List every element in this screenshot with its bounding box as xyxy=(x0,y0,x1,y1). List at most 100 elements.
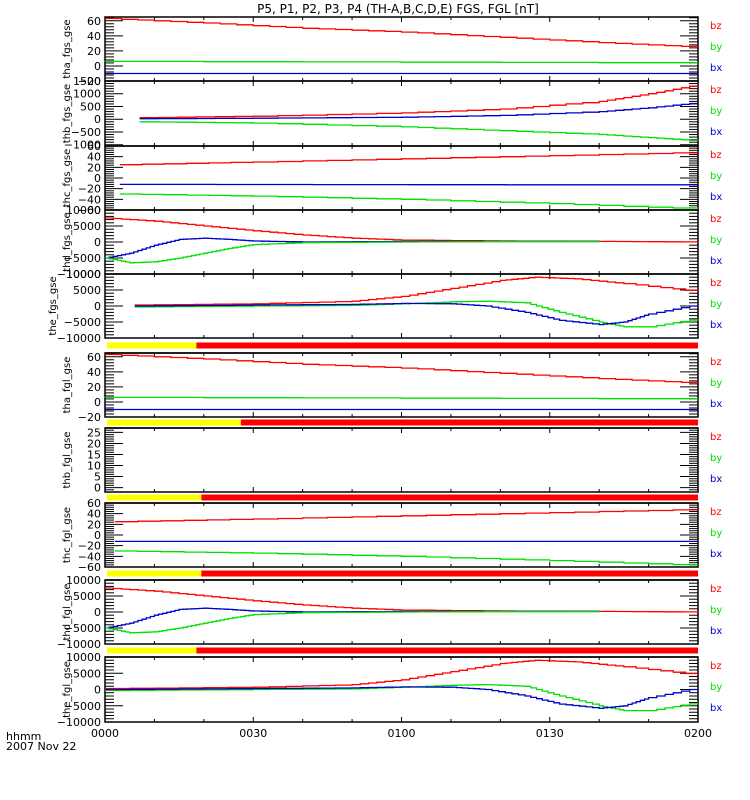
status-bar-thd_fgl_gse xyxy=(105,647,698,658)
legend-bx: bx xyxy=(710,474,722,485)
panel-tha_fgl_gse: 60 40 20 0 −20 tha_fgl_gse bz by bx xyxy=(62,351,722,424)
legend-bz: bz xyxy=(710,21,722,32)
y-axis-label: thb_fgl_gse xyxy=(62,432,73,489)
x-tick-label: 0130 xyxy=(536,727,564,740)
series-by-line xyxy=(105,396,698,400)
y-tick-label: 1000 xyxy=(73,88,101,101)
y-tick-label: 20 xyxy=(87,45,101,58)
panel-frame xyxy=(104,427,699,493)
legend-bx: bx xyxy=(710,703,722,714)
y-tick-label: 0 xyxy=(94,482,101,495)
x-tick-label: 0200 xyxy=(684,727,712,740)
series-by-line xyxy=(134,300,698,328)
y-axis-label: thc_fgs_gse xyxy=(62,149,73,208)
status-bar-yellow xyxy=(107,342,197,349)
legend-bz: bz xyxy=(710,661,722,672)
status-bar-yellow xyxy=(107,494,202,501)
legend-bx: bx xyxy=(710,399,722,410)
status-bar-red xyxy=(196,342,698,349)
panel-frame xyxy=(104,16,699,82)
series-bz-line xyxy=(105,17,698,48)
status-bar-yellow xyxy=(107,570,202,577)
panel-tha_fgs_gse: 60 40 20 0 −20 tha_fgs_gse bz by bx xyxy=(62,15,722,88)
series-bz-line xyxy=(134,276,698,306)
y-tick-label: 5000 xyxy=(73,667,101,680)
series-bz-line xyxy=(105,659,698,690)
legend-by: by xyxy=(710,528,722,539)
series-by-line xyxy=(114,550,698,566)
y-tick-label: −10000 xyxy=(57,268,101,281)
y-tick-label: 1500 xyxy=(73,75,101,88)
y-axis-label: the_fgs_gse xyxy=(48,276,59,335)
y-tick-label: 20 xyxy=(87,161,101,174)
y-tick-label: 40 xyxy=(87,366,101,379)
date-label: 2007 Nov 22 xyxy=(6,740,76,753)
y-tick-label: 60 xyxy=(87,497,101,510)
legend-by: by xyxy=(710,682,722,693)
series-bz-line xyxy=(114,509,698,523)
series-bx-line xyxy=(105,686,698,710)
legend-bz: bz xyxy=(710,85,722,96)
legend-bz: bz xyxy=(710,432,722,443)
y-tick-label: −20 xyxy=(78,411,101,424)
legend-by: by xyxy=(710,453,722,464)
y-tick-label: 0 xyxy=(94,236,101,249)
y-tick-label: −60 xyxy=(78,204,101,217)
panel-frame xyxy=(104,352,699,418)
x-tick-label: 0030 xyxy=(239,727,267,740)
y-axis-label: thd_fgl_gse xyxy=(62,584,73,641)
legend-bx: bx xyxy=(710,63,722,74)
legend-by: by xyxy=(710,171,722,182)
y-tick-label: 40 xyxy=(87,30,101,43)
y-tick-label: −20 xyxy=(78,75,101,88)
y-axis-label: thb_fgs_gse xyxy=(62,84,73,143)
y-tick-label: 0 xyxy=(94,529,101,542)
legend-by: by xyxy=(710,106,722,117)
status-bar-red xyxy=(201,494,699,501)
legend-by: by xyxy=(710,299,722,310)
y-tick-label: 60 xyxy=(87,15,101,28)
y-tick-label: 0 xyxy=(94,606,101,619)
y-tick-label: 5000 xyxy=(73,590,101,603)
legend-bx: bx xyxy=(710,127,722,138)
series-by-line xyxy=(105,611,600,634)
y-tick-label: −5000 xyxy=(64,252,101,265)
y-tick-label: 5000 xyxy=(73,220,101,233)
series-by-line xyxy=(105,683,698,712)
legend-by: by xyxy=(710,235,722,246)
y-tick-label: −40 xyxy=(78,550,101,563)
status-bar-red xyxy=(196,647,698,654)
status-bar-thb_fgl_gse xyxy=(105,494,699,504)
series-bz-line xyxy=(119,152,698,166)
y-tick-label: 20 xyxy=(87,381,101,394)
y-tick-label: −20 xyxy=(78,183,101,196)
y-tick-label: 20 xyxy=(87,437,101,450)
status-bar-red xyxy=(201,570,699,577)
y-tick-label: 0 xyxy=(94,113,101,126)
y-tick-label: 0 xyxy=(94,684,101,697)
y-tick-label: 5 xyxy=(94,471,101,484)
y-tick-label: 10000 xyxy=(66,204,101,217)
y-tick-label: −10000 xyxy=(57,332,101,345)
status-bar-the_fgs_gse xyxy=(105,342,698,354)
legend-bx: bx xyxy=(710,320,722,331)
x-axis: 0000 0030 0100 0130 0200 xyxy=(91,727,712,740)
chart-title: P5, P1, P2, P3, P4 (TH-A,B,C,D,E) FGS, F… xyxy=(257,2,539,16)
y-tick-label: 20 xyxy=(87,518,101,531)
y-tick-label: 10 xyxy=(87,460,101,473)
status-bar-thc_fgl_gse xyxy=(105,570,699,581)
y-axis-label: thd_fgs_gse xyxy=(62,212,73,271)
y-tick-label: 40 xyxy=(87,508,101,521)
y-tick-label: 60 xyxy=(87,351,101,364)
legend-bz: bz xyxy=(710,150,722,161)
legend-bz: bz xyxy=(710,214,722,225)
y-tick-label: −1000 xyxy=(64,139,101,152)
y-tick-label: 0 xyxy=(94,60,101,73)
